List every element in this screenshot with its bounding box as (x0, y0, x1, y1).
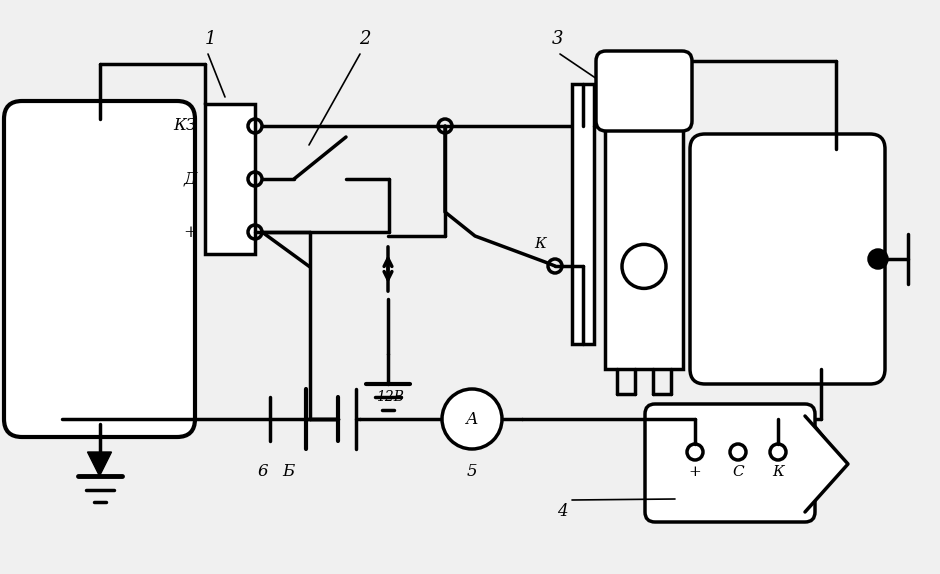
Text: К: К (534, 237, 546, 251)
FancyBboxPatch shape (596, 51, 692, 131)
Text: +: + (183, 223, 197, 241)
Text: Б: Б (282, 463, 294, 479)
Text: А: А (465, 410, 478, 428)
Circle shape (869, 250, 887, 268)
Text: Д: Д (183, 170, 197, 188)
PathPatch shape (655, 414, 845, 512)
Text: +: + (689, 465, 701, 479)
Bar (205, 104, 255, 254)
Text: 12В: 12В (376, 390, 404, 404)
Text: К: К (772, 465, 784, 479)
Text: 4: 4 (556, 503, 568, 521)
Text: 5: 5 (466, 463, 478, 479)
Bar (572, 84, 594, 344)
Text: КЗ: КЗ (174, 118, 197, 134)
Text: 1: 1 (204, 30, 216, 48)
Circle shape (442, 389, 502, 449)
Text: 6: 6 (258, 463, 268, 479)
FancyBboxPatch shape (645, 404, 815, 522)
Bar (605, 99, 683, 369)
Text: 2: 2 (359, 30, 370, 48)
Polygon shape (87, 452, 112, 476)
Polygon shape (805, 416, 848, 512)
Text: 3: 3 (553, 30, 564, 48)
FancyBboxPatch shape (4, 101, 195, 437)
FancyBboxPatch shape (690, 134, 885, 384)
Text: С: С (732, 465, 744, 479)
